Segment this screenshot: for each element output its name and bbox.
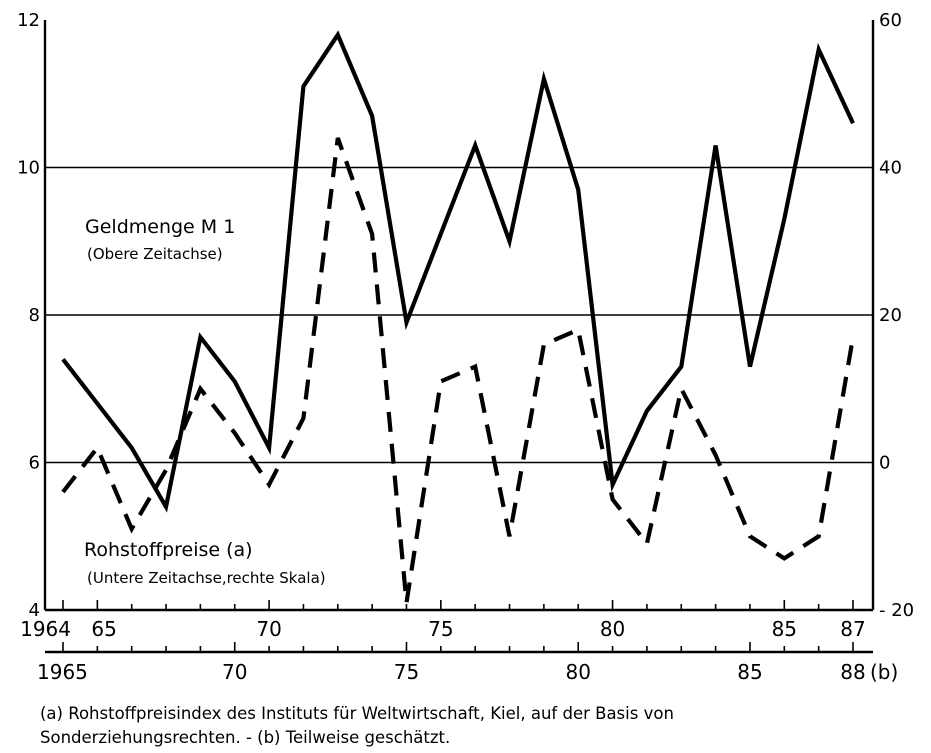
left-tick-label: 12 xyxy=(17,10,40,31)
lower-year-label: 1965 xyxy=(37,660,88,684)
lower-year-label: 70 xyxy=(222,660,247,684)
right-tick-label: 0 xyxy=(879,453,890,474)
lower-time-axis: 1965 70 75 80 85 88 (b) xyxy=(37,642,898,684)
left-axis: 4 6 8 10 12 xyxy=(17,10,40,621)
series-line-geldmenge xyxy=(61,30,855,513)
right-tick-label: 20 xyxy=(879,305,902,326)
right-axis: - 20 0 20 40 60 xyxy=(879,10,914,621)
right-tick-label: 40 xyxy=(879,158,902,179)
left-tick-label: 10 xyxy=(17,158,40,179)
upper-year-label: 85 xyxy=(772,617,797,641)
upper-year-label: 75 xyxy=(428,617,453,641)
series-note-rohstoffpreise: (Untere Zeitachse,rechte Skala) xyxy=(87,569,326,587)
series-label-rohstoffpreise: Rohstoffpreise (a) xyxy=(84,539,253,561)
right-tick-label: 60 xyxy=(879,10,902,31)
left-tick-label: 8 xyxy=(29,305,40,326)
upper-year-label: 65 xyxy=(91,617,116,641)
right-tick-label: - 20 xyxy=(879,600,914,621)
left-tick-label: 4 xyxy=(29,600,40,621)
lower-year-label: 75 xyxy=(394,660,419,684)
series-line-rohstoffpreise xyxy=(61,137,856,603)
lower-axis-suffix: (b) xyxy=(870,660,898,684)
plot-frame xyxy=(43,20,875,654)
series-note-geldmenge: (Obere Zeitachse) xyxy=(87,245,223,263)
footnote-line-2: Sonderziehungsrechten. - (b) Teilweise g… xyxy=(40,728,451,747)
footnote-line-1: (a) Rohstoffpreisindex des Instituts für… xyxy=(40,704,674,723)
lower-year-label: 88 xyxy=(840,660,865,684)
lower-year-label: 80 xyxy=(565,660,590,684)
chart: 4 6 8 10 12 - 20 0 20 40 60 1964 65 70 75 80 85 87 196… xyxy=(17,10,914,684)
upper-time-axis: 1964 65 70 75 80 85 87 xyxy=(20,600,866,641)
gridlines xyxy=(45,166,873,464)
upper-year-label: 80 xyxy=(600,617,625,641)
footnote: (a) Rohstoffpreisindex des Instituts für… xyxy=(40,702,920,750)
lower-year-label: 85 xyxy=(737,660,762,684)
series-lines xyxy=(61,30,856,603)
left-tick-label: 6 xyxy=(29,453,40,474)
upper-year-label: 70 xyxy=(256,617,281,641)
series-label-geldmenge: Geldmenge M 1 xyxy=(85,216,235,238)
upper-year-label: 87 xyxy=(840,617,865,641)
upper-year-label: 1964 xyxy=(20,617,71,641)
